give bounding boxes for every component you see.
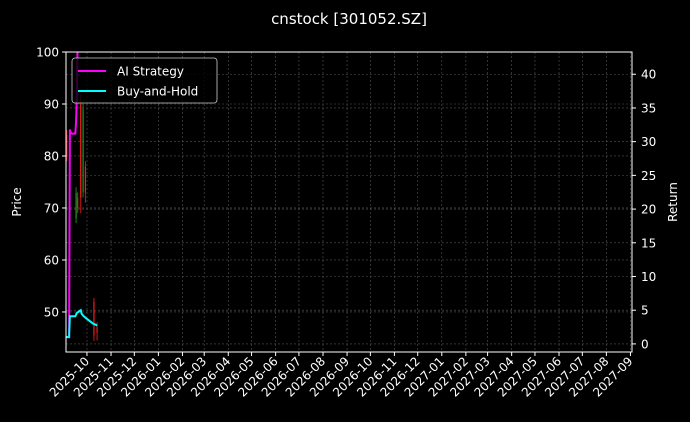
y-tick-right-label: 25 bbox=[641, 169, 656, 183]
y-tick-right-label: 35 bbox=[641, 101, 656, 115]
y-tick-right-label: 40 bbox=[641, 68, 656, 82]
legend-label: Buy-and-Hold bbox=[117, 85, 198, 99]
y-tick-left-label: 90 bbox=[44, 97, 59, 111]
y-axis-left-label: Price bbox=[10, 187, 24, 216]
series-line-ai-strategy bbox=[66, 52, 79, 339]
chart-title: cnstock [301052.SZ] bbox=[271, 10, 427, 28]
series-line-buy-and-hold bbox=[66, 308, 98, 339]
candle-body bbox=[84, 166, 87, 193]
y-tick-right-label: 30 bbox=[641, 135, 656, 149]
candle-body bbox=[66, 135, 68, 156]
y-tick-right-label: 0 bbox=[641, 337, 649, 351]
y-tick-right-label: 20 bbox=[641, 203, 656, 217]
y-tick-right-label: 15 bbox=[641, 236, 656, 250]
candles bbox=[66, 93, 98, 342]
legend-label: AI Strategy bbox=[117, 65, 184, 79]
candle-body bbox=[75, 192, 77, 219]
candle-body bbox=[77, 197, 79, 208]
plot-frame bbox=[65, 51, 633, 353]
legend: AI Strategy Buy-and-Hold bbox=[71, 57, 218, 104]
y-tick-left-label: 80 bbox=[44, 149, 59, 163]
y-tick-left-label: 60 bbox=[44, 253, 59, 267]
y-tick-left-label: 70 bbox=[44, 201, 59, 215]
candle-body bbox=[82, 109, 84, 193]
y-tick-right-label: 5 bbox=[641, 304, 649, 318]
series-lines bbox=[66, 52, 98, 339]
y-axis-right-label: Return bbox=[666, 182, 680, 222]
y-tick-right-label: 10 bbox=[641, 270, 656, 284]
y-tick-left-label: 100 bbox=[36, 46, 59, 60]
candle-body bbox=[80, 103, 82, 198]
y-tick-left-label: 50 bbox=[44, 305, 59, 319]
candle-body bbox=[96, 327, 98, 333]
candle-body bbox=[93, 301, 95, 336]
